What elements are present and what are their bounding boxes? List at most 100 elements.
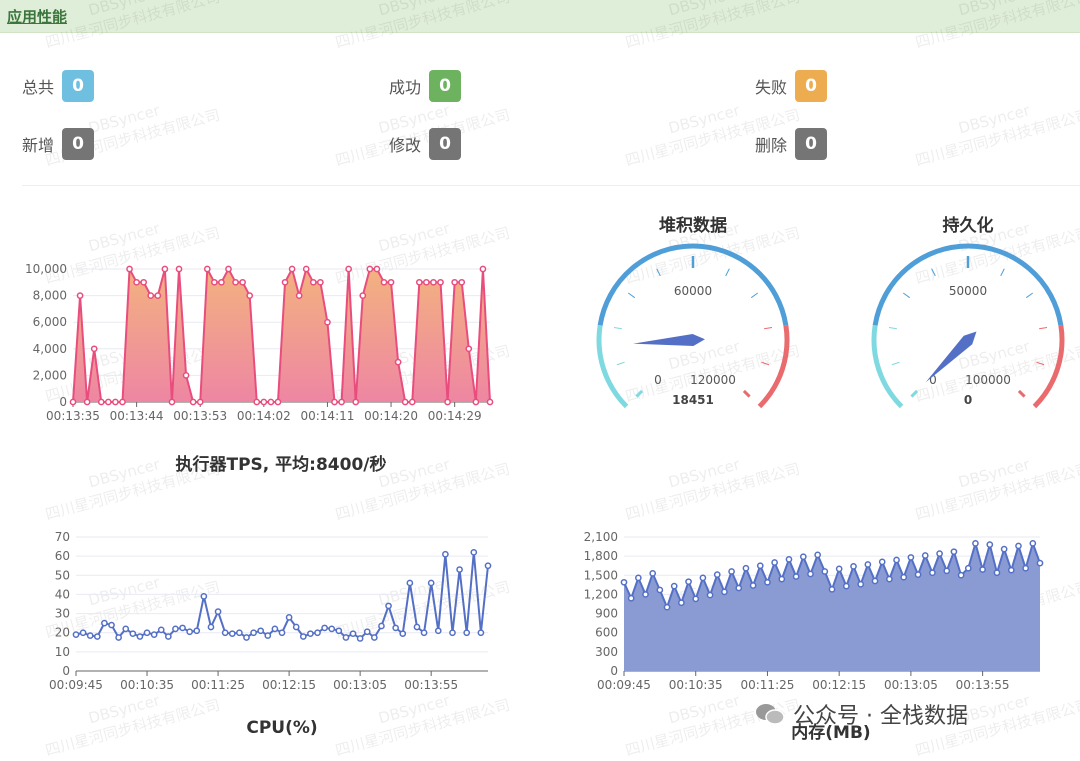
section-header: 应用性能: [0, 0, 1080, 33]
data-point: [649, 570, 657, 577]
data-point: [328, 625, 336, 633]
data-point: [828, 585, 836, 593]
data-point: [850, 563, 857, 570]
data-point: [175, 265, 183, 273]
data-point: [929, 569, 936, 577]
data-point: [871, 577, 879, 585]
data-point: [472, 398, 480, 406]
data-point: [115, 634, 122, 641]
data-point: [161, 265, 169, 273]
data-point: [366, 265, 374, 273]
gauge-tick: [910, 389, 919, 398]
data-point: [857, 580, 865, 588]
data-point: [728, 568, 735, 575]
gauge-tick: [1017, 389, 1026, 398]
y-tick-label: 1,200: [584, 587, 618, 601]
data-point: [260, 398, 268, 406]
data-point: [157, 626, 165, 634]
data-point: [83, 398, 91, 406]
x-tick-label: 00:13:05: [884, 678, 938, 692]
x-tick-label: 00:09:45: [597, 678, 651, 692]
section-title[interactable]: 应用性能: [7, 8, 68, 26]
y-tick-label: 2,000: [33, 368, 67, 382]
data-point: [678, 599, 685, 607]
wechat-overlay: 公众号 · 全栈数据: [755, 698, 968, 730]
tps-chart: 0 2,000 4,000 6,000 8,000 10,000 00:13:35 00:13…: [25, 262, 494, 423]
data-point: [317, 278, 324, 286]
data-point: [179, 624, 186, 632]
y-tick-label: 40: [55, 587, 70, 601]
data-point: [257, 627, 265, 635]
data-point: [620, 578, 628, 586]
y-tick-label: 10: [55, 645, 70, 659]
gauge-needle: [925, 331, 977, 383]
data-point: [470, 548, 478, 556]
data-point: [133, 278, 140, 286]
data-point: [986, 541, 994, 549]
y-tick-label: 1,800: [584, 549, 618, 563]
data-point: [670, 582, 678, 590]
data-point: [1000, 545, 1008, 553]
gauge-label: 50000: [949, 284, 987, 298]
data-point: [979, 566, 986, 573]
data-point: [186, 628, 194, 636]
data-point: [370, 634, 378, 641]
data-point: [778, 575, 786, 583]
y-tick-label: 60: [55, 549, 70, 563]
x-tick-label: 00:13:35: [46, 409, 100, 423]
data-point: [401, 398, 409, 406]
data-point: [406, 579, 414, 587]
data-point: [465, 345, 473, 353]
data-point: [692, 595, 700, 603]
gauge-value: 0: [964, 393, 972, 407]
data-point: [299, 633, 307, 640]
data-point: [140, 278, 148, 286]
data-point: [394, 358, 402, 366]
data-point: [172, 625, 179, 633]
data-point: [914, 571, 922, 578]
wechat-icon: [755, 703, 785, 725]
x-tick-label: 00:12:15: [812, 678, 866, 692]
data-point: [713, 571, 721, 578]
data-point: [430, 278, 437, 286]
gauge-tick: [902, 292, 911, 299]
x-tick-label: 00:10:35: [669, 678, 723, 692]
y-tick-label: 50: [55, 568, 70, 582]
data-point: [479, 265, 487, 273]
stat-total: 总共 0: [22, 70, 95, 102]
data-point: [342, 634, 350, 641]
data-point: [309, 278, 317, 286]
data-point: [207, 623, 215, 631]
stat-badge: 0: [795, 70, 828, 102]
x-tick-label: 00:13:44: [110, 409, 164, 423]
data-point: [893, 556, 900, 564]
data-point: [200, 592, 208, 600]
data-point: [69, 398, 77, 406]
data-point: [236, 629, 243, 637]
stat-failed: 失败 0: [755, 70, 828, 102]
stat-label: 失败: [755, 78, 788, 97]
data-point: [104, 398, 112, 406]
data-point: [76, 292, 84, 299]
y-tick-label: 6,000: [33, 315, 67, 329]
data-point: [427, 579, 435, 587]
queue-gauge-title: 堆积数据: [659, 216, 727, 236]
data-point: [771, 559, 778, 566]
data-point: [285, 614, 293, 621]
gauge-tick: [891, 361, 900, 366]
data-point: [345, 265, 352, 273]
data-point: [182, 372, 190, 379]
data-point: [97, 398, 105, 406]
data-point: [307, 630, 314, 638]
data-point: [356, 635, 364, 642]
data-point: [211, 278, 218, 286]
data-point: [193, 627, 201, 635]
y-tick-label: 0: [59, 395, 67, 409]
wechat-text: 公众号 · 全栈数据: [793, 704, 968, 729]
data-point: [972, 540, 979, 547]
data-point: [243, 634, 250, 641]
data-point: [413, 623, 421, 631]
data-point: [86, 632, 94, 639]
data-point: [1029, 540, 1037, 547]
data-point: [246, 292, 254, 299]
